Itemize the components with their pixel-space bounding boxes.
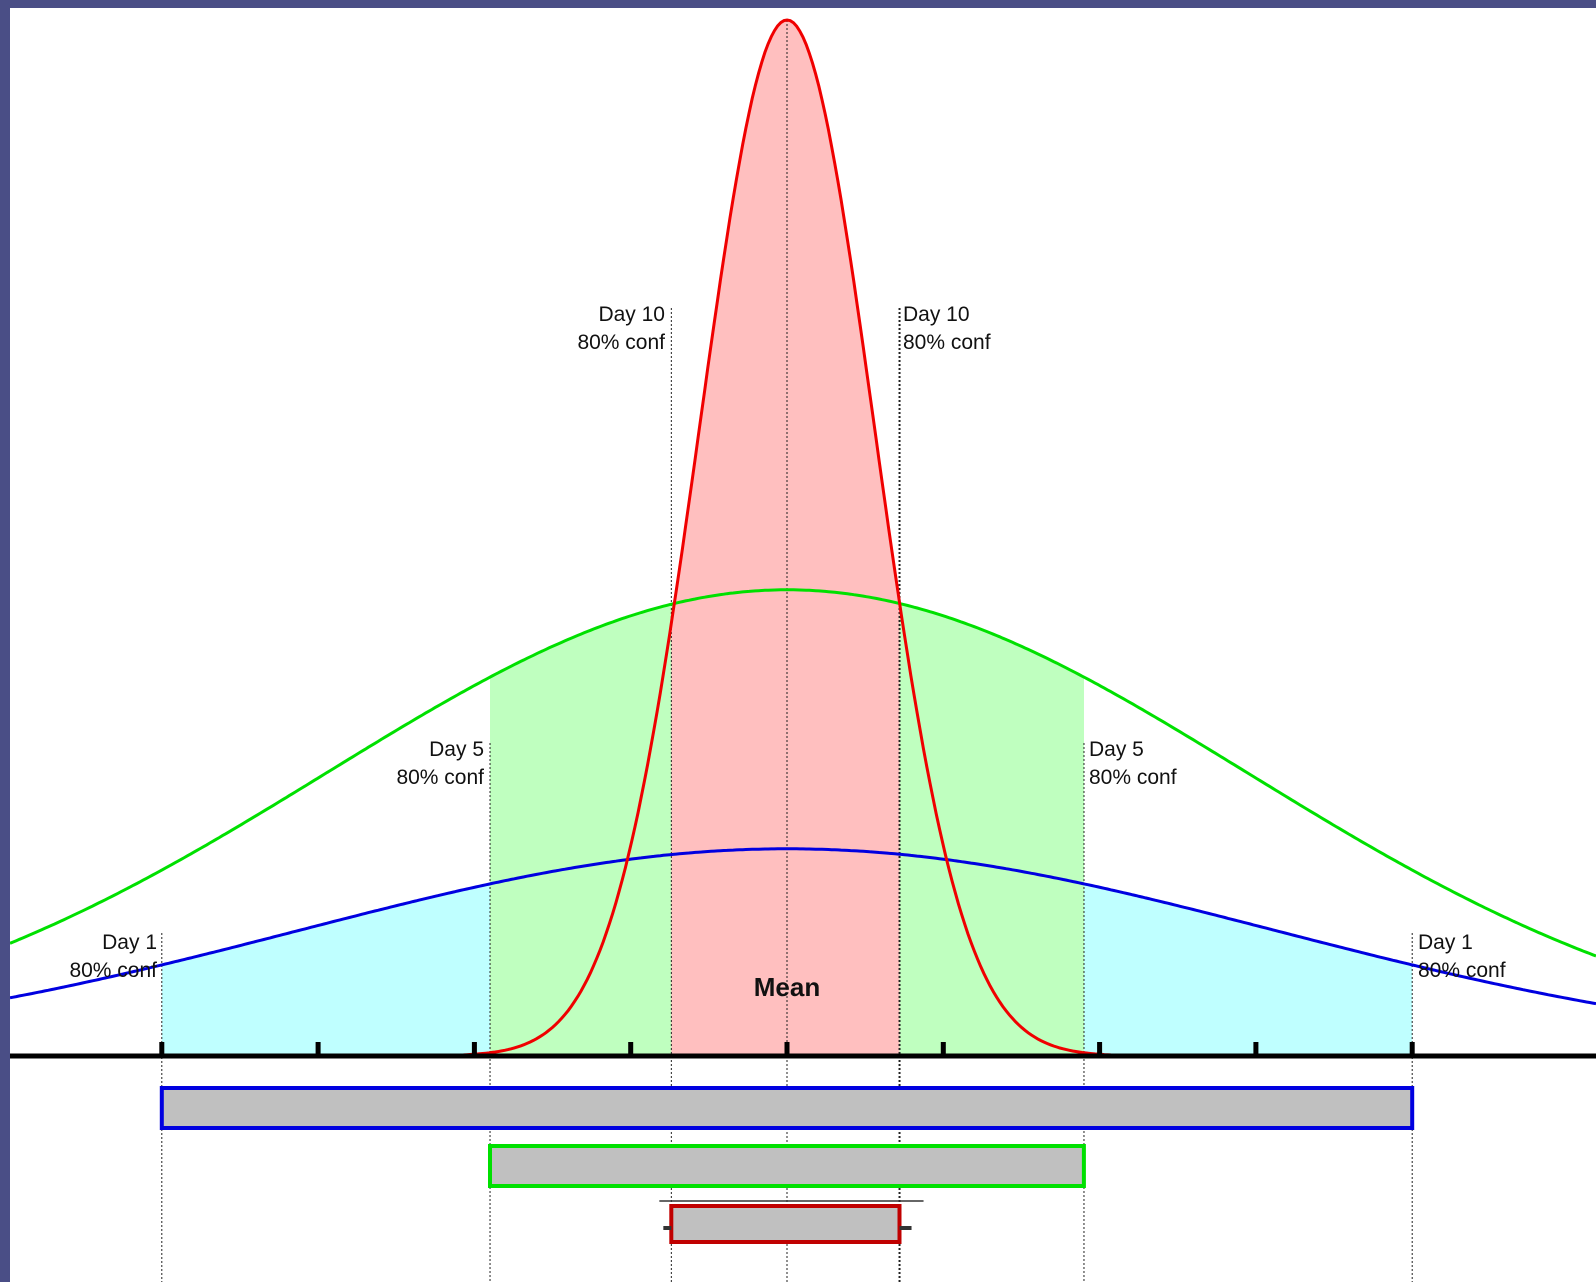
axis-tick (315, 1042, 321, 1056)
chart-frame: Mean Day 10 80% conf Day 10 80% conf Day… (10, 8, 1596, 1282)
axis-tick (784, 1042, 790, 1056)
day5-left-label-line2: 80% conf (396, 766, 484, 789)
mean-label: Mean (754, 972, 820, 1002)
x-axis (10, 1042, 1596, 1059)
day5-right-label-line1: Day 5 (1089, 738, 1144, 761)
confidence-guide-lines (161, 20, 1413, 1282)
day5-interval-bar (488, 1144, 1086, 1188)
day10-left-label-line1: Day 10 (598, 303, 665, 326)
day10-right-label-line2: 80% conf (903, 331, 991, 354)
day1-left-label-line2: 80% conf (69, 959, 157, 982)
axis-tick (471, 1042, 477, 1056)
confidence-interval-bars (159, 1086, 1415, 1244)
day1-right-label-line2: 80% conf (1418, 959, 1506, 982)
day10-left-label-line2: 80% conf (577, 331, 665, 354)
day5-left-label-line1: Day 5 (429, 738, 484, 761)
day1-distribution-curve (10, 847, 1596, 1006)
day10-right-label-line1: Day 10 (903, 303, 970, 326)
axis-tick (628, 1042, 634, 1056)
axis-tick (940, 1042, 946, 1056)
forecast-confidence-diagram: Mean Day 10 80% conf Day 10 80% conf Day… (10, 18, 1596, 1282)
axis-tick (1097, 1042, 1103, 1056)
day5-right-label-line2: 80% conf (1089, 766, 1177, 789)
day1-interval-bar (159, 1086, 1415, 1130)
axis-tick (159, 1042, 165, 1056)
day1-left-label-line1: Day 1 (102, 931, 157, 954)
day1-right-label-line1: Day 1 (1418, 931, 1473, 954)
day10-interval-bar (669, 1204, 902, 1244)
axis-tick (1409, 1042, 1415, 1056)
axis-tick (1253, 1042, 1259, 1056)
day10-confidence-fill (671, 20, 900, 1054)
day5-distribution-curve (10, 588, 1596, 958)
